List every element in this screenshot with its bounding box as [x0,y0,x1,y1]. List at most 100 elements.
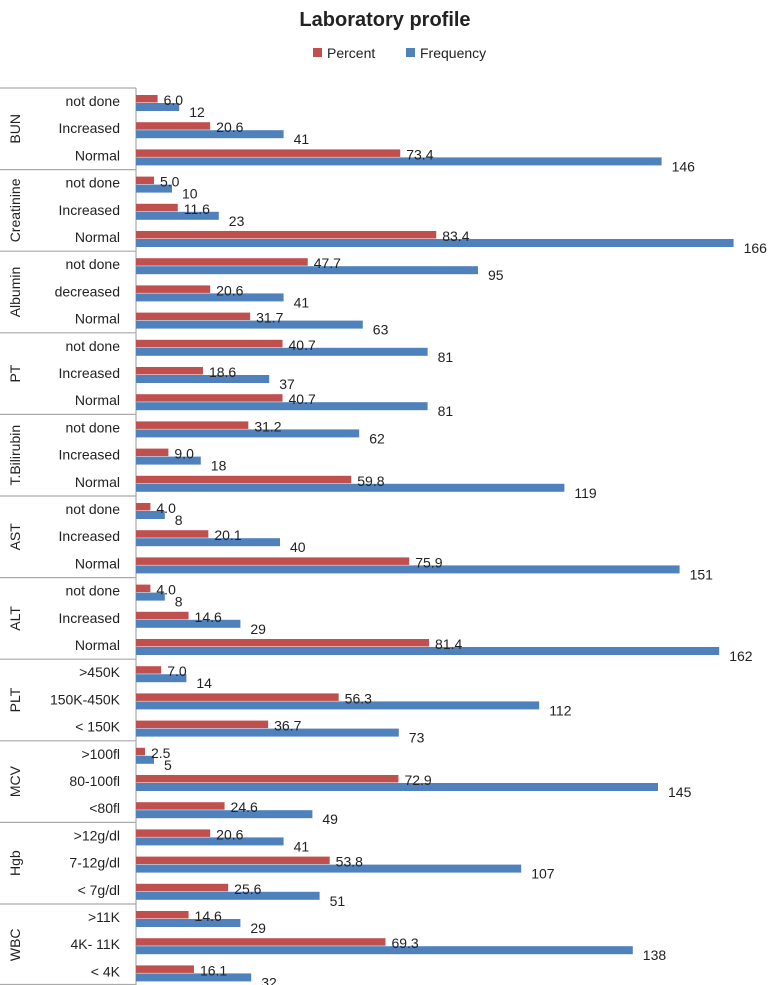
data-label-percent: 14.6 [195,609,222,625]
data-label-frequency: 51 [330,893,346,909]
bar-frequency [136,456,201,465]
data-label-percent: 72.9 [404,772,431,788]
data-label-frequency: 37 [279,376,295,392]
bar-frequency [136,619,241,628]
category-label: not done [66,93,121,109]
group-label: AST [7,523,23,551]
data-label-frequency: 41 [294,838,310,854]
bar-percent [136,693,339,701]
group-label: Hgb [7,850,23,876]
bar-percent [136,285,211,293]
category-label: Increased [59,202,120,218]
group-label: PLT [7,687,23,712]
data-label-frequency: 29 [250,920,266,936]
category-label: Normal [75,474,120,490]
data-label-percent: 2.5 [151,745,171,761]
group-label: BUN [7,114,23,144]
group-label: T.Bilirubin [7,425,23,486]
data-label-percent: 20.6 [216,282,243,298]
data-label-percent: 40.7 [289,337,316,353]
data-label-frequency: 41 [294,294,310,310]
data-label-frequency: 63 [373,322,389,338]
data-label-frequency: 145 [668,784,692,800]
category-label: not done [66,338,121,354]
category-label: >450K [79,664,121,680]
bar-frequency [136,565,680,574]
category-label: < 7g/dl [78,882,120,898]
category-label: 80-100fl [69,773,120,789]
bar-frequency [136,103,180,111]
category-label: not done [66,419,121,435]
category-label: Increased [59,447,120,463]
bar-percent [136,203,178,212]
data-label-frequency: 40 [290,539,306,555]
bar-percent [136,258,308,266]
category-label: not done [66,256,121,272]
bar-percent [136,367,203,375]
legend: Percent Frequency [313,45,486,61]
bar-percent [136,176,154,185]
category-label: 4K- 11K [70,936,120,952]
category-label: Normal [75,311,120,327]
bar-percent [136,747,145,756]
category-label: < 150K [75,719,120,735]
data-label-percent: 9.0 [174,446,194,462]
data-label-frequency: 138 [643,947,667,963]
data-label-frequency: 166 [744,240,768,256]
data-label-frequency: 73 [409,730,425,746]
bar-frequency [136,511,165,519]
bar-percent [136,149,401,157]
bar-percent [136,231,437,239]
group-label: Albumin [7,267,23,318]
category-label: Normal [75,392,120,408]
bar-frequency [136,592,165,601]
data-label-frequency: 81 [438,349,454,365]
data-label-frequency: 14 [196,675,212,691]
data-label-frequency: 5 [164,757,172,773]
bar-percent [136,938,386,946]
bar-frequency [136,919,241,927]
category-label: Increased [59,365,120,381]
bar-frequency [136,184,172,193]
bar-frequency [136,728,399,737]
bar-percent [136,394,283,402]
data-label-frequency: 49 [322,811,338,827]
group-label: PT [7,364,23,382]
category-label: Increased [59,610,120,626]
data-label-percent: 20.1 [214,527,241,543]
data-label-frequency: 8 [175,594,183,610]
bar-percent [136,720,269,729]
data-label-frequency: 151 [690,566,714,582]
group-label: ALT [7,606,23,631]
data-label-frequency: 23 [229,213,245,229]
bar-percent [136,611,189,620]
bar-frequency [136,864,522,873]
data-label-percent: 40.7 [289,391,316,407]
category-label: Increased [59,120,120,136]
group-label: Creatinine [7,178,23,242]
category-label: Increased [59,528,120,544]
bar-frequency [136,483,565,492]
bar-frequency [136,293,284,302]
data-label-percent: 20.6 [216,826,243,842]
legend-label-frequency: Frequency [420,45,486,61]
category-label: Normal [75,147,120,163]
data-label-frequency: 107 [531,866,555,882]
chart-title: Laboratory profile [299,9,470,31]
bar-frequency [136,837,284,846]
category-label: not done [66,501,121,517]
bar-percent [136,856,330,865]
bar-frequency [136,701,540,710]
bar-percent [136,911,189,919]
bar-frequency [136,810,313,819]
bar-frequency [136,347,428,356]
bar-percent [136,312,251,321]
data-label-frequency: 18 [211,458,227,474]
bar-frequency [136,674,187,683]
bar-frequency [136,891,320,900]
data-label-frequency: 12 [189,104,205,120]
data-label-frequency: 146 [672,158,696,174]
legend-label-percent: Percent [327,45,375,61]
data-label-frequency: 162 [729,648,753,664]
category-label: not done [66,583,121,599]
